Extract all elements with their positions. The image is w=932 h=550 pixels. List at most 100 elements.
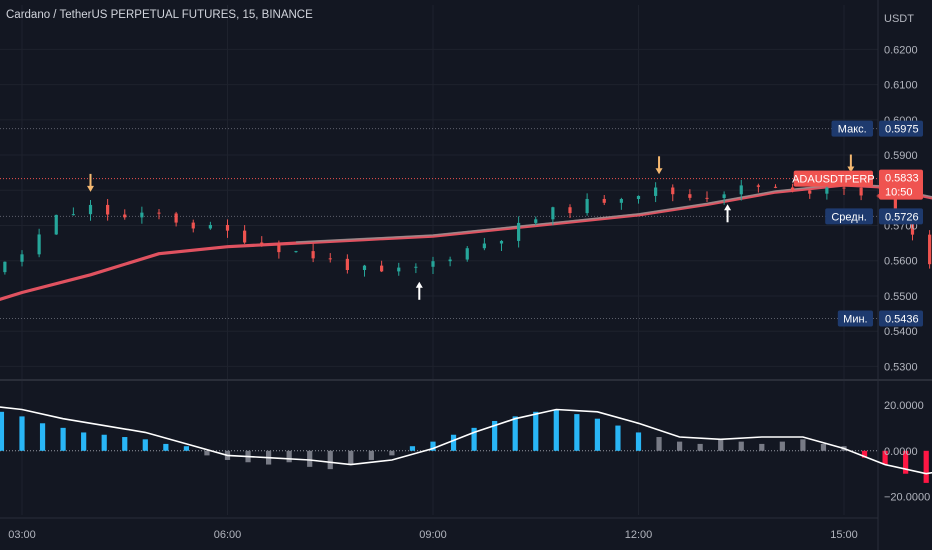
candle-body bbox=[825, 187, 829, 194]
candle-body bbox=[294, 251, 298, 253]
histogram-bar bbox=[348, 450, 354, 465]
price-tick-label: 0.5500 bbox=[884, 291, 918, 303]
price-tick-label: 0.5300 bbox=[884, 361, 918, 373]
histogram-bar bbox=[615, 425, 621, 451]
sell-arrow-head bbox=[847, 166, 855, 173]
candle-body bbox=[688, 194, 692, 198]
candle-body bbox=[773, 186, 778, 188]
max-level-value-box bbox=[879, 120, 923, 137]
candle-body bbox=[328, 258, 332, 260]
candle-body bbox=[551, 207, 555, 220]
candles bbox=[3, 179, 932, 277]
candle-body bbox=[928, 234, 932, 265]
price-tick-label: 0.6200 bbox=[884, 44, 918, 56]
histogram-bar bbox=[81, 432, 87, 451]
histogram-bar bbox=[204, 450, 210, 456]
candle-body bbox=[54, 214, 58, 235]
osc-tick-label: 20.0000 bbox=[884, 400, 924, 412]
buy-arrow-head bbox=[415, 281, 423, 288]
osc-signal-line bbox=[0, 406, 932, 475]
histogram-bar bbox=[759, 443, 765, 451]
candle-body bbox=[654, 187, 658, 196]
avg-level-label: Средн. bbox=[831, 211, 867, 223]
histogram-bar bbox=[553, 409, 559, 451]
candle-body bbox=[756, 185, 760, 187]
histogram-bar bbox=[635, 432, 642, 451]
histogram-bar bbox=[533, 411, 539, 451]
candle-body bbox=[739, 185, 743, 195]
last-price-label-box bbox=[793, 170, 873, 187]
histogram-bar bbox=[574, 414, 580, 451]
candle-body bbox=[260, 242, 264, 245]
candle-body bbox=[859, 187, 863, 196]
avg-level-value: 0.5726 bbox=[885, 211, 919, 223]
sell-arrow-head bbox=[87, 185, 94, 192]
candle-body bbox=[225, 224, 230, 231]
candle-body bbox=[842, 187, 846, 189]
candle-body bbox=[448, 259, 452, 262]
histogram-bar bbox=[409, 446, 416, 451]
candle-body bbox=[191, 222, 195, 229]
candle-body bbox=[140, 212, 144, 218]
histogram-bar bbox=[594, 418, 600, 451]
histogram-bar bbox=[39, 423, 46, 451]
last-price-symbol: ADAUSDTPERP bbox=[792, 174, 875, 186]
candle-body bbox=[311, 251, 315, 259]
histogram-bar bbox=[19, 416, 25, 451]
candle-body bbox=[791, 187, 795, 191]
candle-body bbox=[414, 266, 418, 268]
histogram-bar bbox=[430, 441, 436, 451]
histogram-bar bbox=[450, 434, 457, 451]
histogram-bar bbox=[60, 427, 66, 451]
candle-body bbox=[431, 261, 435, 267]
candle-body bbox=[808, 190, 812, 194]
currency-label: USDT bbox=[884, 13, 914, 25]
sell-arrow-head bbox=[655, 168, 663, 175]
candle-body bbox=[636, 195, 641, 200]
histogram-bar bbox=[820, 443, 827, 451]
max-level-label-box bbox=[831, 120, 873, 137]
histogram-bar bbox=[0, 411, 5, 451]
min-level-label: Мин. bbox=[843, 314, 867, 326]
candle-body bbox=[722, 194, 726, 198]
osc-tick-label: 0.0000 bbox=[884, 446, 918, 458]
candle-body bbox=[380, 265, 384, 272]
histogram-bar bbox=[492, 420, 498, 451]
bar-countdown: 10:50 bbox=[885, 187, 913, 199]
candle-body bbox=[362, 265, 367, 271]
time-tick-label: 03:00 bbox=[8, 529, 36, 541]
osc-tick-label: −20.0000 bbox=[884, 492, 930, 504]
min-level-value: 0.5436 bbox=[885, 314, 919, 326]
histogram-bar bbox=[923, 450, 929, 483]
candle-body bbox=[277, 244, 281, 253]
time-tick-label: 09:00 bbox=[419, 529, 447, 541]
candle-body bbox=[243, 230, 247, 243]
moving-average-line bbox=[0, 183, 932, 301]
min-level-label-box bbox=[837, 310, 873, 327]
candle-body bbox=[397, 267, 401, 272]
histogram-bar bbox=[142, 439, 148, 451]
histogram-bar bbox=[101, 434, 107, 451]
candle-body bbox=[37, 234, 41, 255]
histogram-bar bbox=[368, 450, 374, 460]
candle-body bbox=[465, 248, 469, 260]
price-tick-label: 0.5600 bbox=[884, 256, 918, 268]
candle-body bbox=[534, 219, 538, 223]
histogram-bar bbox=[389, 450, 395, 456]
histogram-bar bbox=[163, 443, 169, 451]
price-tick-label: 0.5900 bbox=[884, 150, 918, 162]
histogram-bar bbox=[656, 437, 662, 451]
min-level-value-box bbox=[879, 310, 923, 327]
histogram-bar bbox=[677, 441, 683, 451]
candle-body bbox=[71, 214, 75, 216]
histogram-bar bbox=[286, 450, 292, 463]
candle-body bbox=[602, 198, 606, 203]
max-level-value: 0.5975 bbox=[885, 124, 919, 136]
candle-body bbox=[123, 214, 127, 218]
histogram-bar bbox=[327, 450, 333, 470]
candle-body bbox=[157, 212, 161, 214]
candle-body bbox=[3, 261, 7, 273]
